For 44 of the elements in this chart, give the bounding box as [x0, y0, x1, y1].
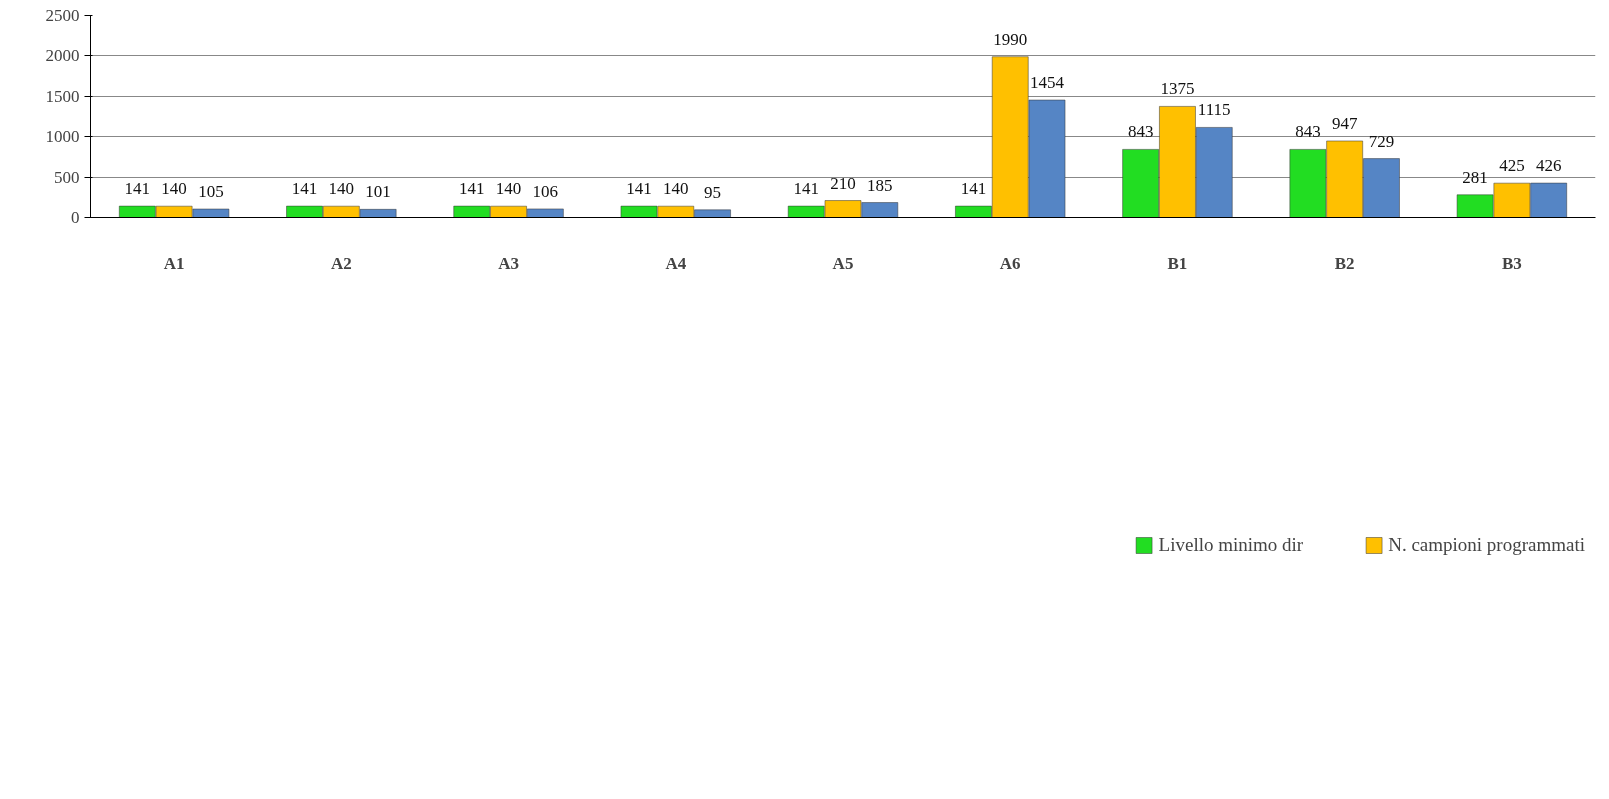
data-label: 101: [365, 182, 391, 202]
data-label: 140: [161, 179, 187, 199]
legend-label: N. campioni programmati: [1388, 534, 1585, 556]
data-label: 210: [830, 173, 856, 193]
data-label: 105: [198, 182, 224, 202]
data-label: 141: [960, 179, 987, 199]
data-label: 843: [1127, 122, 1154, 142]
x-tick-label: A5: [832, 253, 854, 273]
x-tick-label: B2: [1334, 253, 1355, 273]
data-label: 140: [663, 179, 689, 199]
data-label: 1454: [1030, 73, 1065, 93]
x-tick-label: A2: [330, 253, 352, 273]
data-label: 426: [1535, 156, 1562, 176]
data-label: 141: [291, 179, 318, 199]
data-label: 106: [532, 181, 559, 201]
data-label: 947: [1331, 113, 1358, 133]
data-label: 425: [1499, 156, 1525, 176]
data-label: 141: [124, 179, 151, 199]
data-label: 185: [867, 175, 893, 195]
x-tick-label: A3: [498, 253, 519, 273]
data-label: 141: [459, 179, 485, 199]
data-label: 140: [495, 179, 522, 199]
data-label: 95: [704, 182, 722, 202]
y-tick-label: 500: [54, 167, 80, 187]
x-tick-label: A4: [665, 253, 687, 273]
data-label: 141: [793, 179, 819, 199]
data-label: 281: [1462, 167, 1488, 187]
y-tick-label: 0: [71, 208, 80, 227]
x-tick-label: B3: [1501, 253, 1522, 273]
data-label: 1115: [1197, 100, 1231, 120]
y-tick-label: 2000: [45, 46, 80, 66]
y-tick-label: 2500: [45, 6, 80, 25]
x-tick-label: B1: [1167, 253, 1188, 273]
data-label: 1375: [1160, 79, 1195, 99]
x-tick-label: A1: [163, 253, 185, 273]
x-tick-label: A6: [999, 253, 1021, 273]
data-label: 729: [1368, 131, 1395, 151]
data-label: 843: [1295, 122, 1321, 142]
y-tick-label: 1000: [45, 127, 80, 147]
legend-label: Livello minimo dir: [1158, 534, 1304, 556]
data-label: 141: [626, 179, 652, 199]
y-tick-label: 1500: [45, 86, 80, 106]
data-label: 1990: [993, 29, 1028, 49]
data-label: 140: [328, 179, 355, 199]
